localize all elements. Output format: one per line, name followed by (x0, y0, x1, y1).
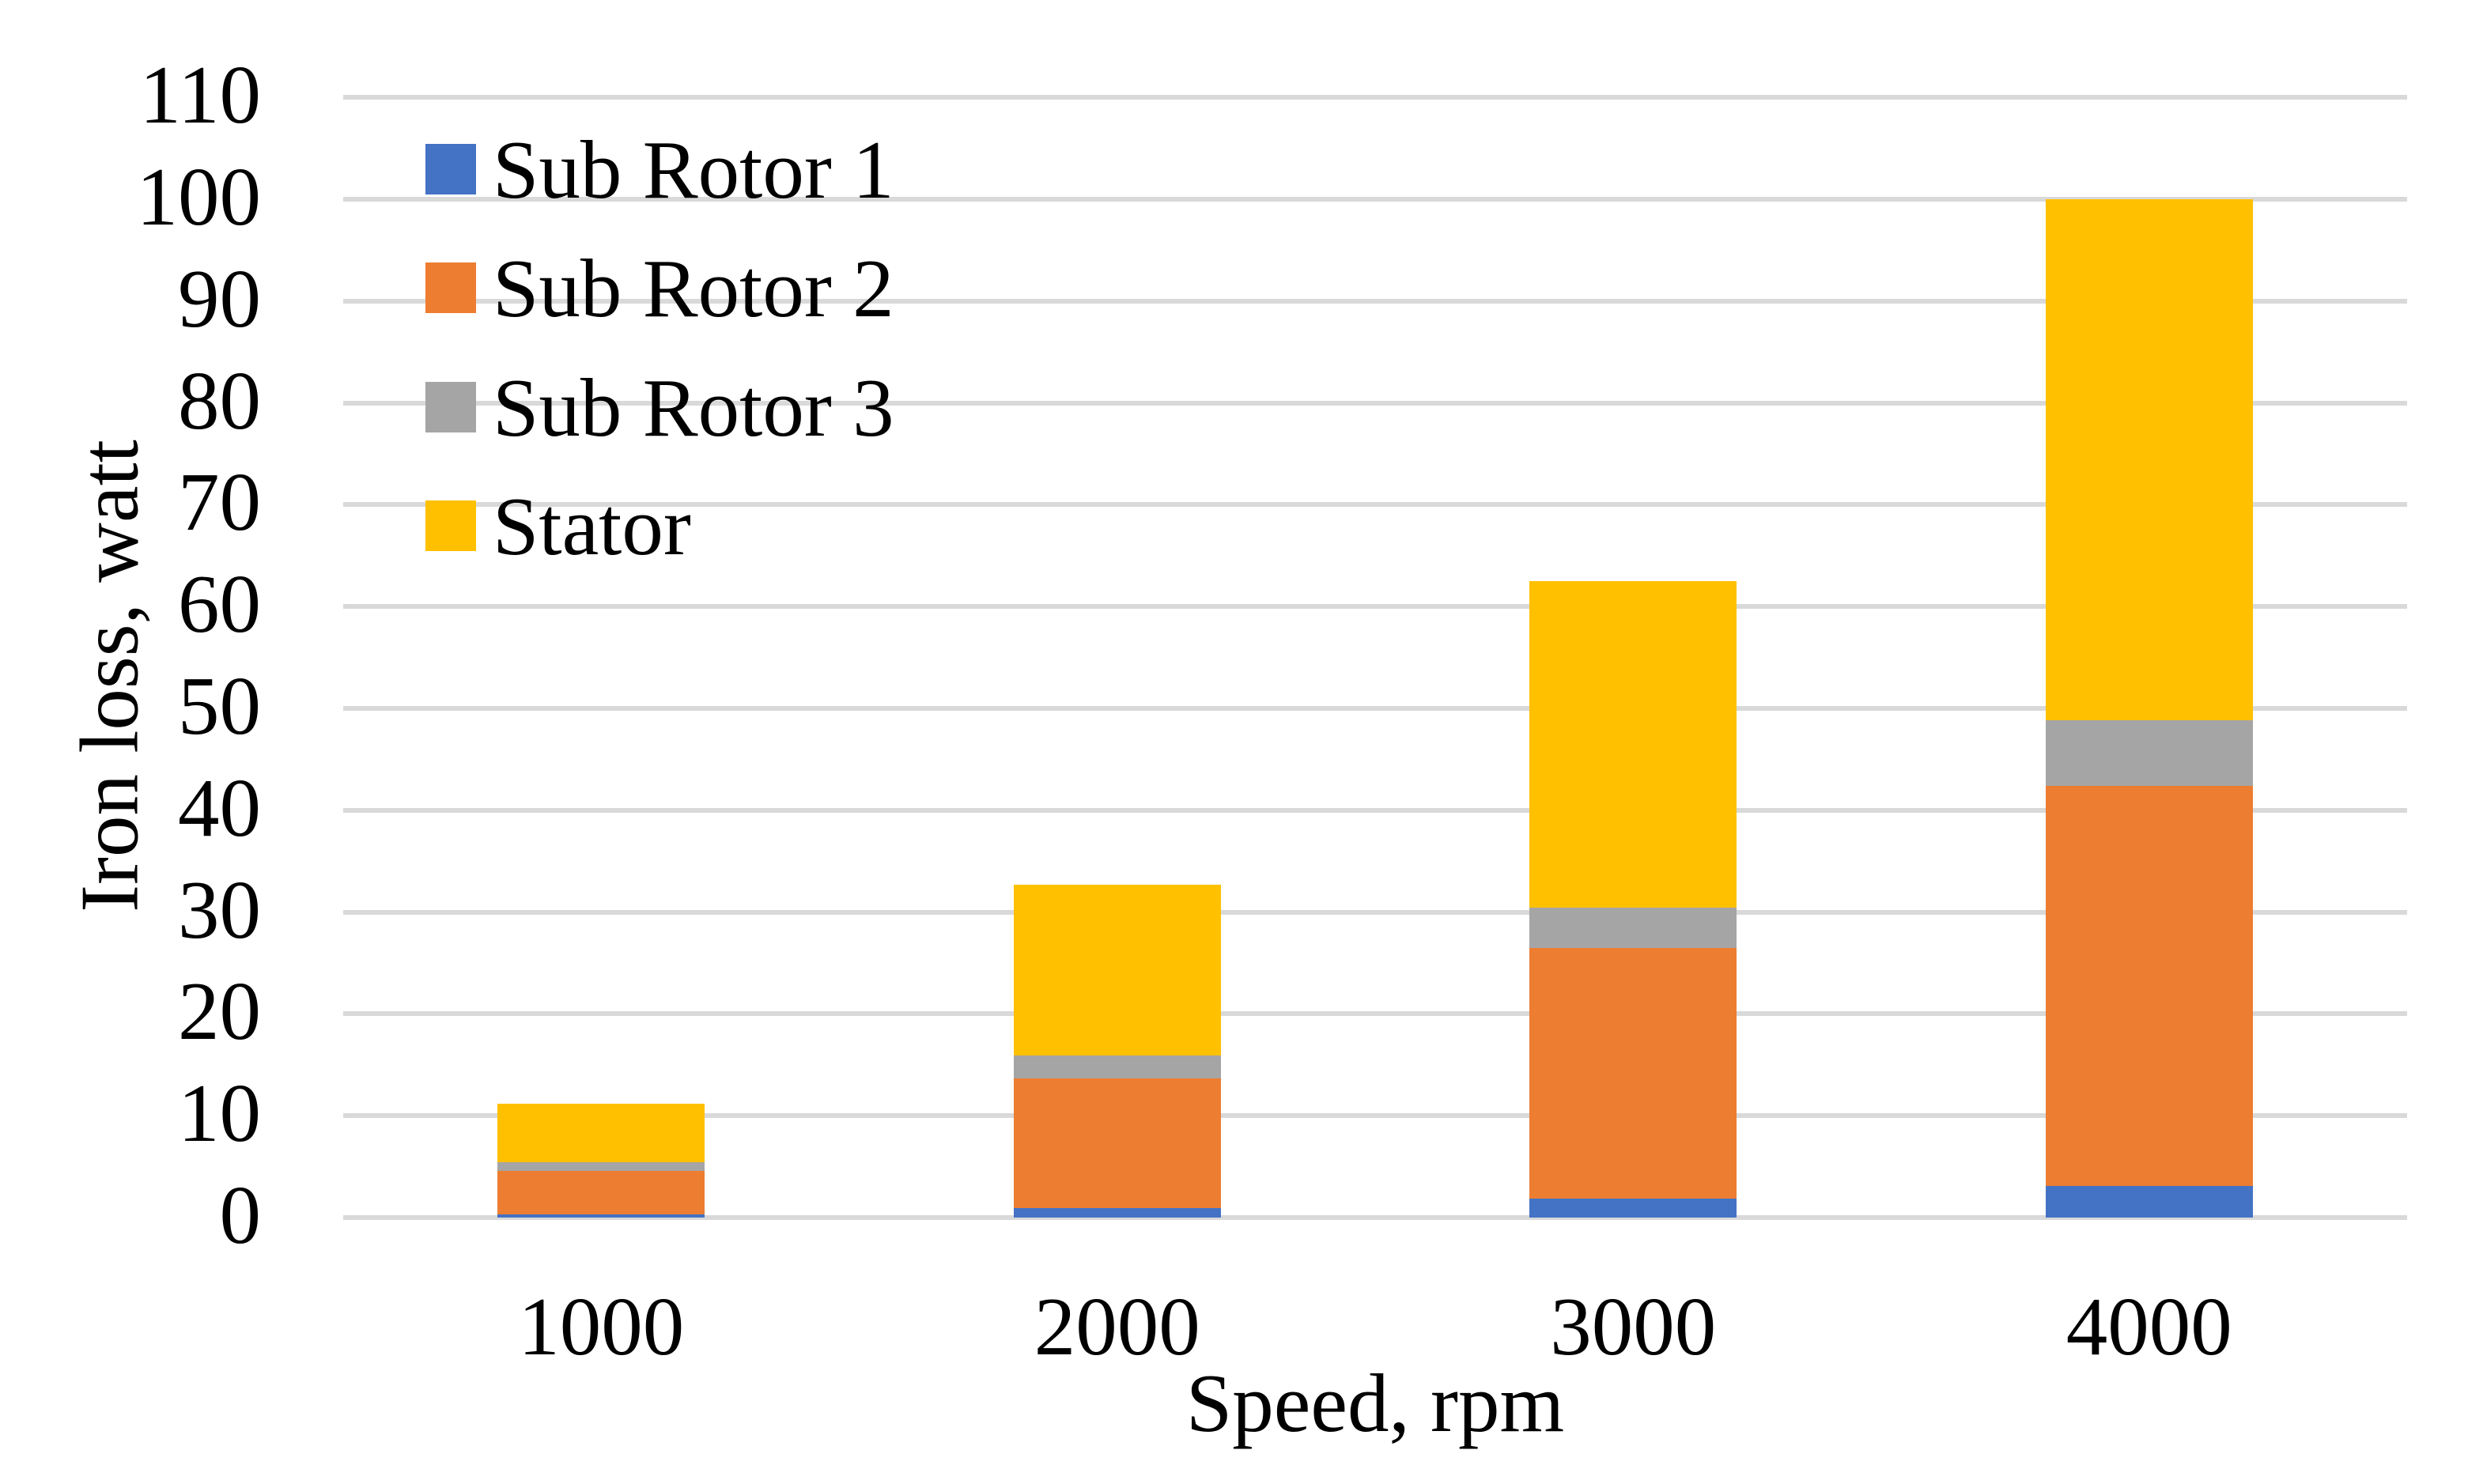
gridline-y-110 (343, 95, 2407, 100)
y-tick-label-60: 60 (178, 557, 261, 651)
y-tick-label-30: 30 (178, 863, 261, 956)
legend-swatch-sub-rotor-2 (425, 262, 476, 313)
bar-4000-segment-stator (2045, 199, 2253, 721)
y-tick-label-90: 90 (178, 251, 261, 345)
y-tick-label-40: 40 (178, 761, 261, 854)
y-tick-label-70: 70 (178, 455, 261, 549)
y-tick-label-10: 10 (178, 1067, 261, 1160)
bar-2000-segment-sub-rotor-3 (1013, 1055, 1221, 1078)
gridline-y-20 (343, 1011, 2407, 1017)
bar-4000-segment-sub-rotor-2 (2045, 785, 2253, 1187)
bar-1000-segment-stator (497, 1103, 705, 1163)
y-tick-label-100: 100 (136, 150, 262, 243)
legend-label-stator: Stator (493, 479, 691, 572)
y-tick-label-0: 0 (219, 1169, 262, 1261)
legend-label-sub-rotor-2: Sub Rotor 2 (493, 241, 894, 334)
gridline-y-70 (343, 502, 2407, 508)
x-tick-label-4000: 4000 (2065, 1280, 2232, 1373)
bar-3000-segment-sub-rotor-2 (1529, 947, 1737, 1199)
gridline-y-30 (343, 909, 2407, 915)
bar-2000-segment-stator (1013, 884, 1221, 1056)
bar-4000-segment-sub-rotor-3 (2045, 720, 2253, 786)
legend-swatch-sub-rotor-3 (425, 382, 476, 432)
x-tick-label-1000: 1000 (518, 1280, 685, 1373)
bar-2000-segment-sub-rotor-1 (1013, 1208, 1221, 1218)
y-tick-label-110: 110 (139, 48, 261, 142)
bar-1000-segment-sub-rotor-1 (497, 1214, 705, 1218)
gridline-y-100 (343, 197, 2407, 202)
legend-swatch-stator (425, 500, 476, 551)
x-tick-label-2000: 2000 (1034, 1280, 1200, 1373)
gridline-y-10 (343, 1113, 2407, 1119)
bar-4000-segment-sub-rotor-1 (2045, 1186, 2253, 1218)
x-tick-label-3000: 3000 (1550, 1280, 1717, 1373)
bar-3000-segment-sub-rotor-1 (1529, 1198, 1737, 1218)
y-tick-label-50: 50 (178, 659, 261, 752)
gridline-y-90 (343, 298, 2407, 304)
legend-label-sub-rotor-3: Sub Rotor 3 (493, 361, 894, 454)
bar-2000-segment-sub-rotor-2 (1013, 1078, 1221, 1209)
gridline-y-0 (343, 1215, 2407, 1220)
bar-3000-segment-stator (1529, 581, 1737, 908)
gridline-y-50 (343, 706, 2407, 711)
legend-label-sub-rotor-1: Sub Rotor 1 (493, 123, 894, 216)
bar-1000-segment-sub-rotor-3 (497, 1162, 705, 1171)
y-tick-label-20: 20 (178, 965, 261, 1058)
legend-item-sub-rotor-1: Sub Rotor 1 (425, 122, 894, 217)
bar-1000-segment-sub-rotor-2 (497, 1170, 705, 1215)
legend-item-sub-rotor-3: Sub Rotor 3 (425, 360, 894, 455)
bar-3000-segment-sub-rotor-3 (1529, 908, 1737, 948)
gridline-y-40 (343, 807, 2407, 813)
y-axis-title: Iron loss, watt (62, 440, 156, 912)
gridline-y-80 (343, 400, 2407, 406)
legend-item-stator: Stator (425, 478, 691, 573)
gridline-y-60 (343, 604, 2407, 610)
legend-swatch-sub-rotor-1 (425, 144, 476, 194)
y-tick-label-80: 80 (178, 353, 261, 447)
legend-item-sub-rotor-2: Sub Rotor 2 (425, 240, 894, 335)
x-axis-title: Speed, rpm (1185, 1357, 1565, 1449)
